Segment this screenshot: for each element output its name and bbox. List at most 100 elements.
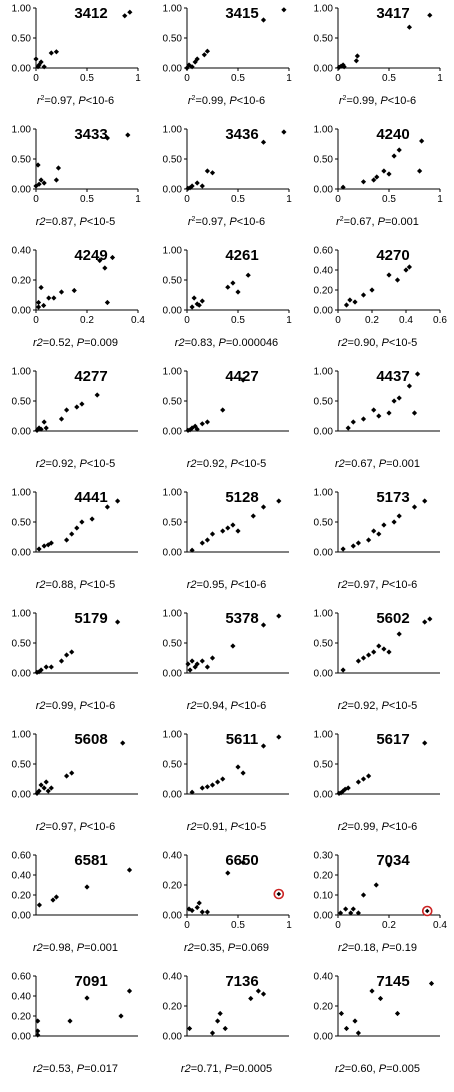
data-point	[194, 904, 200, 911]
stat-caption: r2=0.97, P<10-6	[0, 95, 151, 107]
data-point	[366, 537, 372, 543]
data-point	[217, 1010, 223, 1017]
data-point	[220, 407, 226, 413]
x-tick-label: 0	[184, 73, 190, 84]
stat-r-value: =0.52,	[42, 337, 77, 349]
scatter-panel: 0.00 0.50 1.00 4277 r2=0.92, P<10-5	[0, 363, 151, 484]
y-tick-label: 0.50	[12, 760, 32, 771]
stat-caption: r2=0.99, P<10-6	[302, 95, 453, 107]
data-point	[36, 546, 42, 552]
y-tick-label: 0.20	[314, 286, 334, 297]
stat-p-value: =0.000046	[225, 337, 279, 349]
data-point	[186, 1025, 193, 1032]
y-tick-label: 0.00	[12, 64, 32, 75]
data-point	[350, 543, 356, 549]
data-point	[235, 289, 241, 295]
panel-title: 4261	[225, 247, 258, 264]
data-point	[189, 304, 195, 310]
data-point	[189, 183, 195, 189]
data-point	[276, 734, 282, 740]
scatter-panel: 0.00 0.50 1.00 4427 r2=0.92, P<10-5	[151, 363, 302, 484]
stat-r-symbol: r2	[35, 216, 46, 228]
scatter-panel: 0.00 0.50 1.00 4441 r2=0.88, P<10-5	[0, 484, 151, 605]
data-point	[209, 655, 216, 661]
scatter-panel: 0.00 0.20 0.40 7145 r2=0.60, P=0.005	[302, 968, 453, 1089]
y-tick-label: 0.40	[12, 246, 32, 257]
panel-title: 5128	[225, 489, 258, 506]
scatter-plot: 0.00 0.50 1.00 0 0.5 1 4261	[163, 246, 293, 327]
stat-p-value: <10-6	[387, 95, 417, 107]
panel-title: 5179	[74, 610, 107, 627]
stat-p-value: <10-5	[86, 458, 116, 470]
y-tick-label: 0.10	[314, 891, 334, 902]
scatter-plot: 0.00 0.50 1.00 5611	[163, 730, 289, 801]
stat-p-value: =0.017	[84, 1063, 119, 1075]
x-tick-label: 0.5	[231, 73, 245, 84]
data-point	[199, 540, 205, 546]
data-point	[406, 383, 412, 389]
data-point	[194, 56, 200, 62]
y-tick-label: 0.40	[12, 871, 32, 882]
scatter-plot: 0.00 0.20 0.40 7145	[314, 972, 440, 1043]
data-point	[376, 643, 382, 649]
scatter-plot: 0.00 0.50 1.00 4441	[12, 488, 138, 559]
scatter-panel: 0.00 0.50 1.00 0 0.5 1 4240 r2=0.67, P=0.001	[302, 121, 453, 242]
x-tick-label: 0.4	[433, 920, 447, 931]
stat-p-symbol: P	[79, 821, 87, 833]
scatter-plot: 0.00 0.20 0.40 0 0.2 0.4 4249	[12, 246, 146, 327]
x-tick-label: 1	[437, 194, 443, 205]
y-tick-label: 0.50	[12, 397, 32, 408]
data-point	[350, 906, 356, 912]
stat-r-symbol: r2	[334, 458, 345, 470]
stat-r-value: =0.94,	[196, 700, 231, 712]
data-point	[127, 9, 133, 15]
data-point	[204, 419, 210, 425]
data-point	[185, 661, 191, 667]
data-point	[71, 287, 77, 294]
stat-p-symbol: P	[381, 942, 390, 954]
y-tick-label: 0.40	[314, 972, 334, 983]
stat-caption: r2=0.18, P=0.19	[302, 942, 453, 954]
scatter-panel: 0.00 0.50 1.00 5602 r2=0.92, P<10-5	[302, 605, 453, 726]
data-point	[377, 995, 384, 1002]
data-point	[36, 788, 42, 794]
panel-title: 5173	[376, 489, 409, 506]
stat-caption: r2=0.98, P=0.001	[0, 942, 151, 954]
y-tick-label: 0.00	[314, 790, 334, 801]
data-point	[58, 289, 65, 295]
y-tick-label: 0.00	[163, 306, 183, 317]
stat-r-symbol: r2	[174, 337, 185, 349]
data-point	[126, 867, 133, 873]
data-point	[225, 870, 231, 876]
scatter-panel: 0.00 0.20 0.40 0 0.2 0.4 4249 r2=0.52, P=0.009	[0, 242, 151, 363]
scatter-plot: 0.00 0.50 1.00 0 0.5 1 3412	[12, 4, 142, 85]
x-tick-label: 0	[335, 315, 341, 326]
x-tick-label: 0.5	[80, 194, 94, 205]
y-tick-label: 1.00	[12, 609, 32, 620]
data-point	[125, 132, 131, 138]
scatter-panel: 0.00 0.20 0.40 0.60 6581 r2=0.98, P=0.001	[0, 847, 151, 968]
data-point	[199, 909, 205, 915]
scatter-plot: 0.00 0.50 1.00 5128	[163, 488, 289, 559]
data-point	[347, 297, 353, 303]
data-point	[260, 743, 267, 749]
stat-r-value: =0.97,	[45, 821, 80, 833]
y-tick-label: 0.00	[314, 64, 334, 75]
y-tick-label: 0.00	[12, 185, 32, 196]
data-point	[222, 1025, 228, 1032]
stat-r-symbol: r2	[337, 579, 348, 591]
data-point	[51, 295, 57, 301]
y-tick-label: 0.60	[12, 851, 32, 862]
data-point	[48, 664, 54, 670]
data-point	[391, 519, 397, 525]
data-point	[220, 528, 226, 534]
stat-p-symbol: P	[79, 579, 87, 591]
y-tick-label: 0.50	[314, 155, 334, 166]
data-point	[204, 664, 210, 670]
scatter-panel: 0.00 0.50 1.00 5611 r2=0.91, P<10-5	[151, 726, 302, 847]
data-point	[386, 862, 392, 868]
stat-caption: r2=0.99, P<10-6	[151, 95, 302, 107]
data-point	[240, 859, 246, 866]
data-point	[38, 59, 44, 65]
